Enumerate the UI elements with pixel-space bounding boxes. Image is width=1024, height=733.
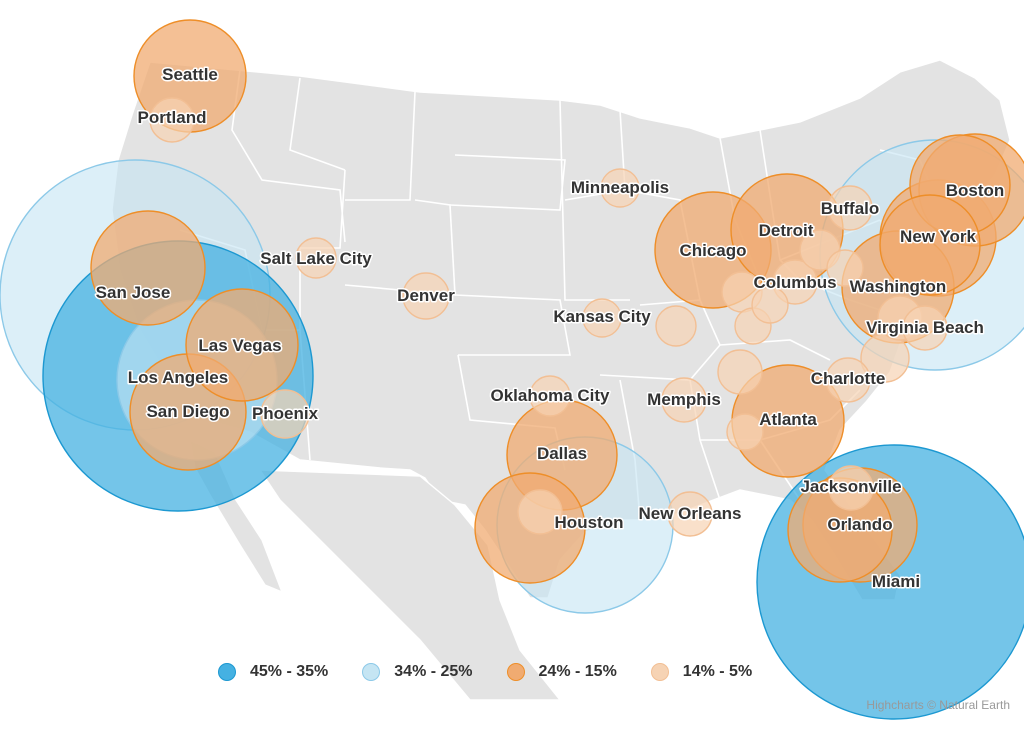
map-credits[interactable]: Highcharts © Natural Earth: [866, 698, 1010, 712]
cincinnati-bubble[interactable]: [751, 286, 789, 324]
state-border: [289, 77, 346, 171]
city-label-new-orleans: New Orleans: [639, 504, 742, 523]
city-bubble-charlotte[interactable]: [825, 357, 871, 403]
city-bubble-oklahoma-city[interactable]: [529, 375, 571, 417]
city-label-charlotte: Charlotte: [811, 369, 886, 388]
city-bubble-minneapolis[interactable]: [600, 168, 640, 208]
city-label-denver: Denver: [397, 286, 455, 305]
city-label-houston: Houston: [555, 513, 624, 532]
legend-swatch-icon: [362, 663, 381, 681]
city-bubble-salt-lake-city[interactable]: [295, 237, 337, 279]
city-label-detroit: Detroit: [759, 221, 814, 240]
pittsburgh-bubble[interactable]: [826, 249, 864, 287]
city-label-virginia-beach: Virginia Beach: [866, 318, 984, 337]
ny-metro-bubble[interactable]: [879, 194, 981, 296]
state-border: [599, 299, 721, 381]
legend-label: 24% - 15%: [538, 663, 617, 680]
city-label-washington: Washington: [850, 277, 947, 296]
legend-item-tier-4[interactable]: 14% - 5%: [650, 663, 753, 681]
legend-label: 14% - 5%: [682, 663, 753, 680]
city-label-chicago: Chicago: [679, 241, 746, 260]
legend-item-tier-2[interactable]: 34% - 25%: [362, 663, 473, 681]
legend-swatch-icon: [650, 663, 669, 681]
city-label-miami: Miami: [872, 572, 920, 591]
city-bubble-memphis[interactable]: [661, 377, 707, 423]
city-label-portland: Portland: [138, 108, 207, 127]
city-label-seattle: Seattle: [162, 65, 218, 84]
city-bubble-portland[interactable]: [149, 97, 195, 143]
city-label-memphis: Memphis: [647, 390, 721, 409]
city-label-orlando: Orlando: [827, 515, 892, 534]
legend-swatch-icon: [218, 663, 236, 681]
state-border: [719, 339, 831, 361]
city-label-minneapolis: Minneapolis: [571, 178, 669, 197]
st-louis-bubble[interactable]: [655, 305, 697, 347]
city-bubble-kansas-city[interactable]: [582, 298, 622, 338]
city-label-atlanta: Atlanta: [759, 410, 817, 429]
city-label-jacksonville: Jacksonville: [800, 477, 901, 496]
city-label-buffalo: Buffalo: [821, 199, 880, 218]
legend-label: 34% - 25%: [394, 663, 473, 680]
city-label-phoenix: Phoenix: [252, 404, 319, 423]
legend-item-tier-3[interactable]: 24% - 15%: [506, 663, 617, 681]
map-legend: 45% - 35% 34% - 25% 24% - 15% 14% - 5%: [218, 658, 786, 686]
legend-item-tier-1[interactable]: 45% - 35%: [218, 663, 328, 681]
city-label-dallas: Dallas: [537, 444, 587, 463]
city-bubble-phoenix[interactable]: [260, 389, 310, 439]
city-bubble-layer: [0, 19, 1024, 720]
city-bubble-buffalo[interactable]: [827, 185, 873, 231]
mexico-landmass: [258, 469, 562, 701]
city-label-layer: Seattle Portland San Jose Salt Lake City Den…: [94, 64, 1006, 593]
city-label-oklahoma-city: Oklahoma City: [490, 386, 610, 405]
legend-swatch-icon: [506, 663, 525, 681]
city-label-los-angeles: Los Angeles: [128, 368, 228, 387]
birmingham-bubble[interactable]: [726, 413, 764, 451]
city-label-las-vegas: Las Vegas: [198, 336, 281, 355]
city-bubble-las-vegas[interactable]: [185, 288, 299, 402]
city-bubble-jacksonville[interactable]: [828, 465, 874, 511]
city-label-san-jose: San Jose: [96, 283, 171, 302]
city-label-san-diego: San Diego: [146, 402, 229, 421]
state-border: [454, 294, 571, 356]
state-border: [345, 91, 416, 201]
city-label-columbus: Columbus: [753, 273, 836, 292]
austin-bubble[interactable]: [517, 489, 563, 535]
city-label-boston: Boston: [946, 181, 1005, 200]
city-bubble-denver[interactable]: [402, 272, 450, 320]
city-bubble-san-jose[interactable]: [90, 210, 206, 326]
nashville-bubble[interactable]: [717, 349, 763, 395]
city-label-salt-lake-city: Salt Lake City: [260, 249, 372, 268]
city-bubble-new-orleans[interactable]: [667, 491, 713, 537]
city-label-kansas-city: Kansas City: [553, 307, 651, 326]
city-bubble-virginia-beach[interactable]: [902, 305, 948, 351]
legend-label: 45% - 35%: [250, 663, 329, 680]
city-label-new-york: New York: [900, 227, 976, 246]
